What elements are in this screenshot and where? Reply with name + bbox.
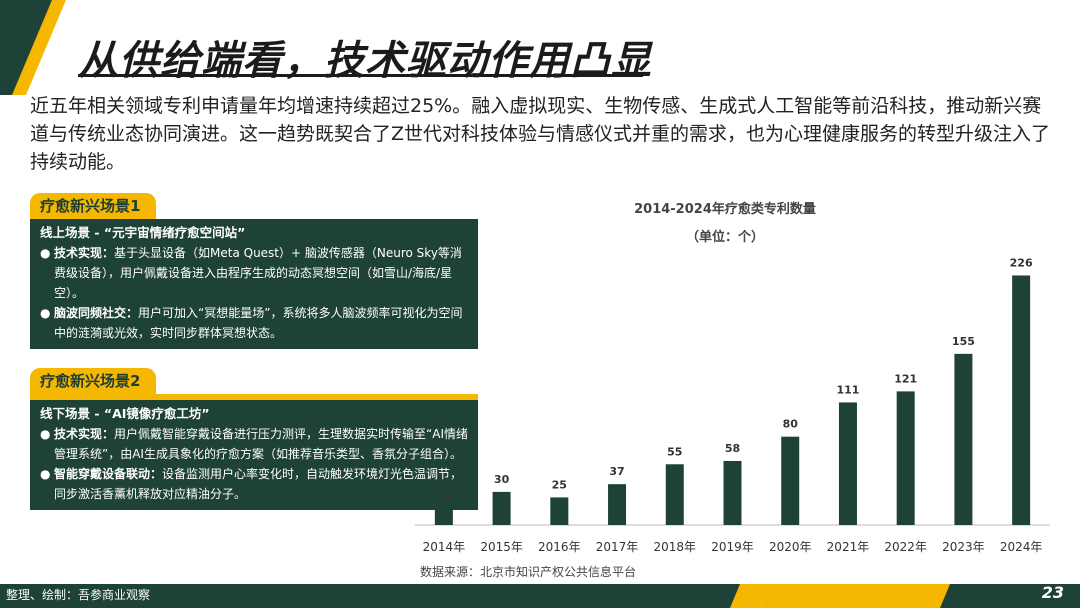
data-label: 121	[894, 372, 917, 385]
intro-paragraph: 近五年相关领域专利申请量年均增速持续超过25%。融入虚拟现实、生物传感、生成式人…	[30, 95, 1051, 173]
scene-bullet: ● 技术实现：用户佩戴智能穿戴设备进行压力测评，生理数据实时传输至“AI情绪管理…	[40, 424, 468, 464]
chart-bar	[492, 491, 511, 525]
bullet-key: 脑波同频社交：	[54, 306, 139, 320]
bullet-text: 基于头显设备（如Meta Quest）+ 脑波传感器（Neuro Sky等消费级…	[54, 246, 462, 300]
bullet-key: 技术实现：	[54, 246, 115, 260]
data-label: 58	[725, 442, 740, 455]
data-label: 80	[783, 418, 799, 431]
bullet-text: 用户可加入“冥想能量场”，系统将多人脑波频率可视化为空间中的涟漪或光效，实时同步…	[54, 306, 463, 340]
data-label: 111	[836, 383, 859, 396]
data-label: 55	[667, 445, 682, 458]
data-label: 226	[1010, 256, 1033, 269]
chart-canvas: 14 2014年 30 2015年 25 2016年 37 2017年 55 2018年 58 201…	[415, 256, 1050, 554]
chart-bar	[723, 460, 742, 525]
page-title-block: 从供给端看，技术驱动作用凸显	[78, 28, 651, 84]
x-tick-label: 2024年	[1000, 540, 1043, 554]
scene-bullet: ● 脑波同频社交：用户可加入“冥想能量场”，系统将多人脑波频率可视化为空间中的涟…	[40, 303, 468, 343]
scene-tab-2: 疗愈新兴场景2	[30, 368, 157, 394]
chart-bar	[550, 497, 569, 525]
bullet-key: 智能穿戴设备联动：	[54, 467, 163, 481]
bullet-dot-icon: ●	[40, 427, 51, 441]
chart-bar	[838, 402, 857, 525]
x-tick-label: 2019年	[711, 540, 754, 554]
data-source: 数据来源：北京市知识产权公共信息平台	[420, 565, 637, 579]
chart-title: 2014-2024年疗愈类专利数量	[634, 202, 816, 217]
page-title: 从供给端看，技术驱动作用凸显	[78, 38, 652, 84]
x-tick-label: 2014年	[423, 540, 466, 554]
chart-unit: （单位：个）	[685, 230, 764, 245]
data-label: 37	[609, 465, 624, 478]
data-label: 14	[436, 491, 452, 504]
footer-bar	[0, 584, 1080, 608]
scene-subtitle-1: 线上场景 - “元宇宙情绪疗愈空间站”	[40, 225, 246, 240]
x-tick-label: 2021年	[827, 540, 870, 554]
scene-subtitle-2: 线下场景 - “AI镜像疗愈工坊”	[40, 406, 210, 421]
scene-body-1: 线上场景 - “元宇宙情绪疗愈空间站” ● 技术实现：基于头显设备（如Meta …	[30, 219, 478, 349]
chart-bar	[896, 391, 915, 525]
bullet-key: 技术实现：	[54, 427, 115, 441]
data-label: 30	[494, 473, 510, 486]
x-tick-label: 2022年	[884, 540, 927, 554]
x-tick-label: 2018年	[653, 540, 696, 554]
title-underline	[78, 74, 643, 77]
bullet-dot-icon: ●	[40, 467, 51, 481]
chart-bar	[665, 464, 684, 525]
footer-credit: 整理、绘制：吾参商业观察	[6, 588, 151, 602]
chart-bar	[781, 436, 800, 525]
x-tick-label: 2016年	[538, 540, 581, 554]
chart-bar	[434, 509, 453, 525]
bullet-text: 用户佩戴智能穿戴设备进行压力测评，生理数据实时传输至“AI情绪管理系统”，由AI…	[54, 427, 468, 461]
scene-body-2: 线下场景 - “AI镜像疗愈工坊” ● 技术实现：用户佩戴智能穿戴设备进行压力测…	[30, 400, 478, 510]
page-number: 23	[1041, 583, 1064, 602]
x-tick-label: 2023年	[942, 540, 985, 554]
scene-bullet: ● 智能穿戴设备联动：设备监测用户心率变化时，自动触发环境灯光色温调节，同步激活…	[40, 464, 468, 504]
bullet-text: 设备监测用户心率变化时，自动触发环境灯光色温调节，同步激活香薰机释放对应精油分子…	[54, 467, 463, 501]
data-label: 155	[952, 335, 975, 348]
x-tick-label: 2020年	[769, 540, 812, 554]
bullet-dot-icon: ●	[40, 306, 51, 320]
scene-tab-1: 疗愈新兴场景1	[30, 193, 157, 219]
chart-bar	[1012, 275, 1031, 525]
patent-bar-chart: 2014-2024年疗愈类专利数量 （单位：个） 14 2014年 30 2015年 2…	[405, 190, 1075, 590]
x-tick-label: 2017年	[596, 540, 639, 554]
chart-bar	[608, 484, 627, 525]
corner-decoration	[0, 0, 66, 95]
bullet-dot-icon: ●	[40, 246, 51, 260]
scene-bullet: ● 技术实现：基于头显设备（如Meta Quest）+ 脑波传感器（Neuro …	[40, 243, 468, 303]
x-tick-label: 2015年	[480, 540, 523, 554]
chart-bar	[954, 353, 973, 525]
data-label: 25	[552, 478, 567, 491]
